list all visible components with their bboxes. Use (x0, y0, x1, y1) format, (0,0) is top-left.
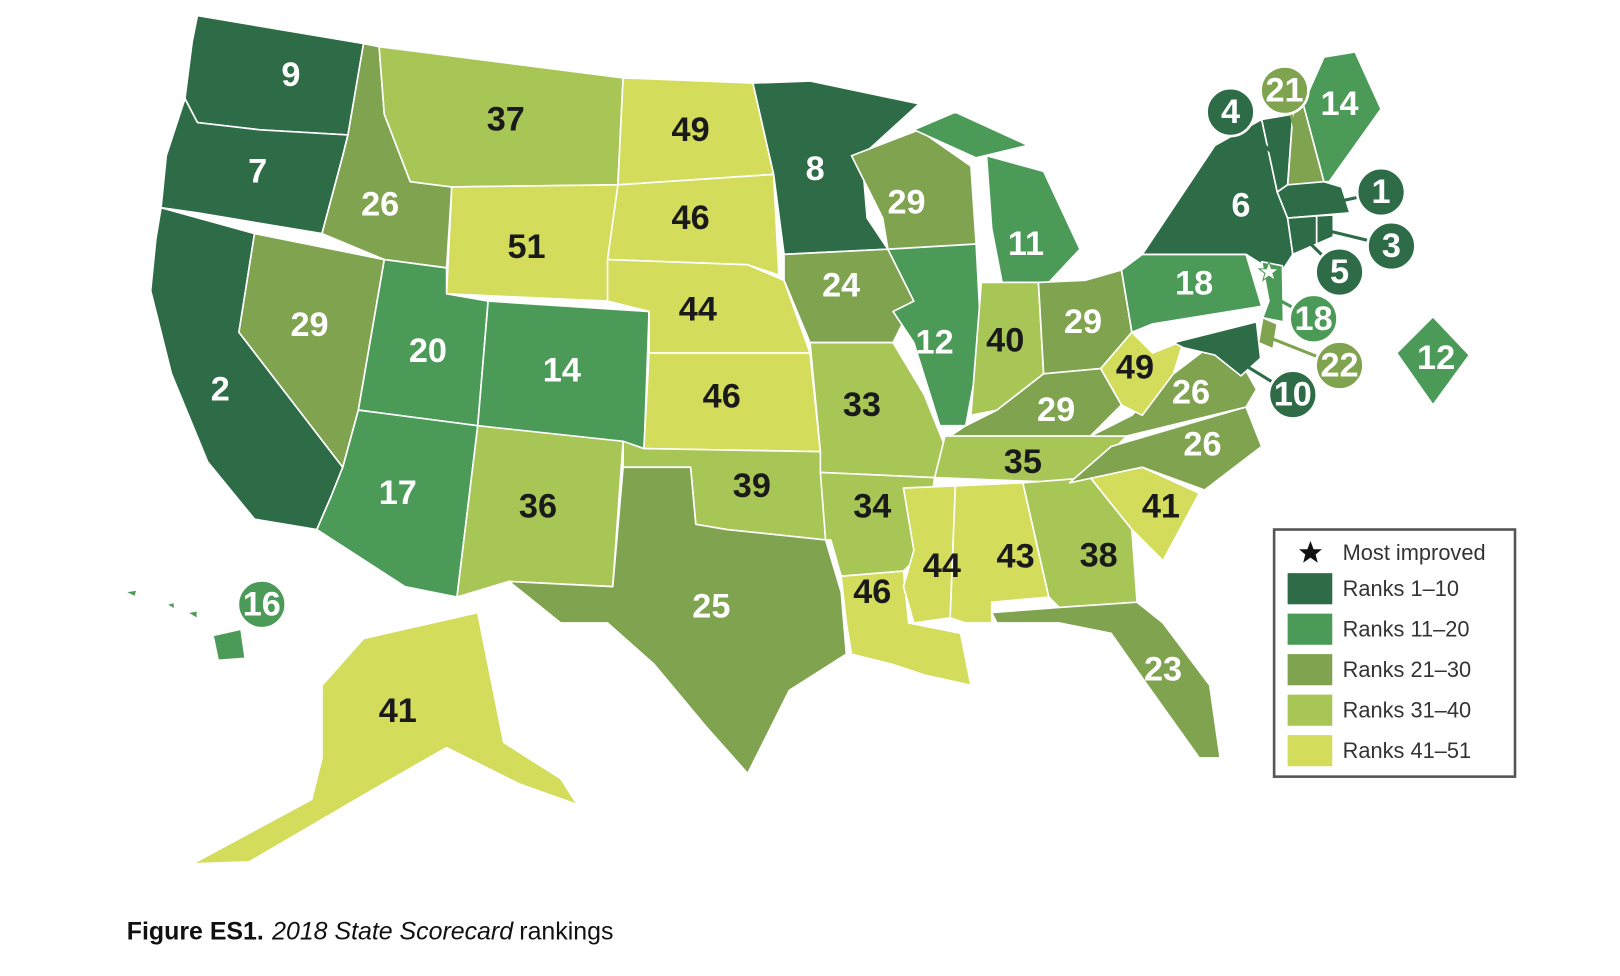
state-il (887, 243, 983, 427)
rank-label: 26 (361, 186, 399, 224)
rank-label: 36 (519, 488, 557, 526)
rank-label: 34 (853, 488, 891, 526)
state-nc (1068, 406, 1263, 491)
legend: Most improved Ranks 1–10 Ranks 11–20 Ranks… (1272, 528, 1517, 778)
rank-label: 43 (997, 538, 1035, 576)
rank-label: 1 (1372, 173, 1391, 211)
callout-circle (1288, 293, 1339, 344)
states (123, 14, 1471, 865)
rank-label: 9 (281, 56, 300, 94)
state-sd (606, 173, 780, 276)
rank-label: 17 (379, 474, 417, 512)
rank-label: 25 (692, 587, 730, 625)
legend-swatch (1287, 735, 1333, 767)
rank-label: 18 (1295, 300, 1333, 338)
state-hi (123, 588, 246, 662)
rank-label: 38 (1080, 536, 1118, 574)
rank-label: 22 (1320, 346, 1358, 384)
legend-label: Ranks 11–20 (1343, 617, 1470, 642)
state-tx (508, 466, 848, 775)
rank-label: 29 (1037, 391, 1075, 429)
rank-label: 44 (923, 547, 961, 585)
rank-label: 7 (248, 152, 267, 190)
rank-label: 37 (487, 100, 525, 138)
rank-label: 46 (853, 573, 891, 611)
caption-suffix: rankings (519, 918, 613, 946)
callout-circle (1205, 86, 1256, 138)
rank-label: 8 (806, 150, 825, 188)
legend-swatch (1287, 654, 1333, 686)
caption-title: 2018 State Scorecard (271, 918, 514, 946)
callout-circle (1355, 166, 1407, 218)
rank-label: 29 (888, 183, 926, 221)
rank-label: 49 (1116, 349, 1154, 387)
rank-label: 14 (1320, 85, 1358, 123)
rank-label: 46 (703, 378, 741, 416)
rank-label: 44 (679, 290, 717, 328)
rank-label: 41 (1142, 488, 1180, 526)
callout-circle (1366, 220, 1417, 272)
rank-label: 39 (733, 467, 771, 505)
rank-label: 29 (290, 306, 328, 344)
rank-label: 2 (211, 370, 230, 408)
legend-swatch (1287, 613, 1333, 645)
rank-label: 14 (543, 352, 581, 390)
rank-label: 26 (1183, 425, 1221, 463)
rank-label: 33 (843, 386, 881, 424)
state-wv (1099, 331, 1185, 417)
state-dc (1395, 315, 1471, 406)
legend-swatch (1287, 573, 1333, 605)
rank-label: 18 (1175, 264, 1213, 302)
rank-label: 4 (1221, 93, 1240, 131)
rank-label: 35 (1004, 443, 1042, 481)
rank-label: 12 (1417, 339, 1455, 377)
rank-label: 41 (379, 692, 417, 730)
rank-label: 6 (1231, 187, 1250, 225)
rank-label: 11 (1008, 225, 1044, 263)
most-improved-star (1257, 260, 1281, 282)
rank-label: 21 (1265, 71, 1303, 109)
legend-star (1299, 540, 1322, 563)
legend-label: Ranks 31–40 (1343, 698, 1471, 723)
rank-label: 24 (822, 267, 860, 305)
rank-label: 12 (916, 324, 954, 362)
legend-label: Most improved (1343, 540, 1486, 565)
rank-label: 3 (1382, 227, 1401, 265)
callout-circle (236, 579, 287, 630)
rank-label: 10 (1274, 376, 1312, 414)
callout-circle (1267, 369, 1318, 420)
state-fl (990, 601, 1221, 759)
caption-prefix: Figure ES1. (127, 918, 264, 946)
legend-label: Ranks 21–30 (1343, 657, 1471, 682)
state-ak (191, 611, 579, 865)
callout-circle (1314, 340, 1365, 391)
caption: Figure ES1. 2018 State Scorecard rankings (127, 918, 614, 946)
state-de (1257, 316, 1279, 350)
rank-label: 26 (1172, 373, 1210, 411)
legend-swatch (1287, 694, 1333, 726)
callout-circle (1314, 246, 1365, 298)
rank-label: 29 (1064, 303, 1102, 341)
state-mn (752, 80, 920, 256)
rank-label: 49 (672, 111, 710, 149)
rank-label: 51 (507, 228, 545, 266)
rank-label: 20 (409, 332, 447, 370)
state-ct (1286, 215, 1318, 256)
callout-circle (1259, 65, 1310, 116)
rank-label: 40 (986, 322, 1024, 360)
state-wa (184, 14, 365, 136)
legend-label: Ranks 41–51 (1343, 738, 1471, 763)
rank-label: 46 (672, 199, 710, 237)
rank-label: 16 (243, 585, 281, 623)
legend-label: Ranks 1–10 (1343, 576, 1459, 601)
state-ri (1315, 214, 1335, 245)
rank-label: 23 (1144, 651, 1182, 689)
rank-label: 5 (1330, 253, 1349, 291)
